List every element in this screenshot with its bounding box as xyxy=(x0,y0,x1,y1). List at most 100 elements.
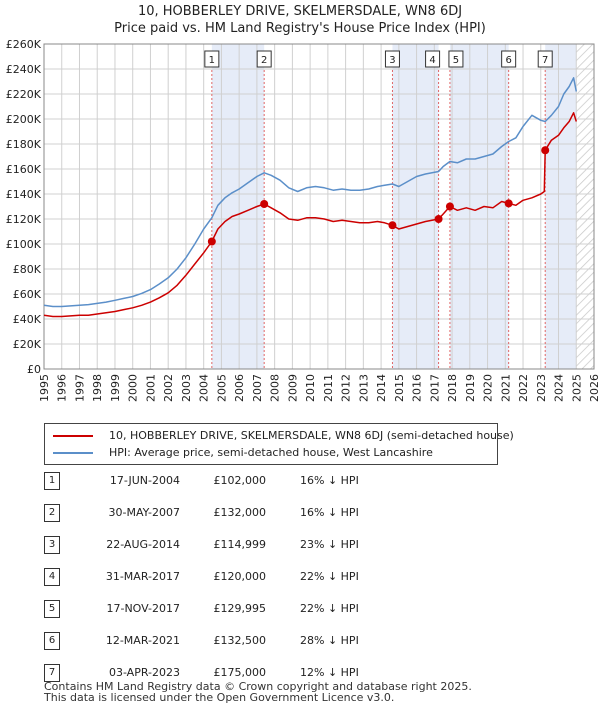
x-tick-label: 2025 xyxy=(570,374,583,402)
x-tick-label: 2016 xyxy=(411,374,424,402)
y-tick-label: £40K xyxy=(13,313,42,326)
chart-legend: 10, HOBBERLEY DRIVE, SKELMERSDALE, WN8 6… xyxy=(44,423,514,465)
x-tick-label: 2011 xyxy=(322,374,335,402)
x-tick-label: 1998 xyxy=(91,374,104,402)
x-tick-label: 2013 xyxy=(357,374,370,402)
sale-date: 03-APR-2023 xyxy=(108,666,180,679)
x-tick-label: 2010 xyxy=(304,374,317,402)
x-tick-label: 2000 xyxy=(127,374,140,402)
hpi-series-line xyxy=(43,77,578,308)
x-tick-label: 2002 xyxy=(162,374,175,402)
x-tick-label: 2014 xyxy=(375,374,388,402)
y-tick-label: £260K xyxy=(6,38,42,51)
sale-row: 5 17-NOV-2017 £129,995 22% ↓ HPI xyxy=(0,598,600,618)
sale-price: £114,999 xyxy=(213,538,267,551)
x-tick-label: 2006 xyxy=(233,374,246,402)
sale-date: 17-JUN-2004 xyxy=(109,474,180,487)
sale-hpi-diff: 16% ↓ HPI xyxy=(300,474,359,487)
x-tick-label: 2008 xyxy=(269,374,282,402)
y-tick-label: £120K xyxy=(6,213,42,226)
sale-marker-badge xyxy=(501,50,517,68)
sale-marker-label: 6 xyxy=(505,55,511,66)
y-tick-label: £140K xyxy=(6,188,42,201)
sale-row: 3 22-AUG-2014 £114,999 23% ↓ HPI xyxy=(0,534,600,554)
x-tick-label: 2005 xyxy=(215,374,228,402)
sale-point xyxy=(260,200,269,208)
sale-marker-badge xyxy=(537,50,553,68)
sale-price: £175,000 xyxy=(213,666,267,679)
sale-row: 2 30-MAY-2007 £132,000 16% ↓ HPI xyxy=(0,502,600,522)
future-hatch xyxy=(576,44,594,369)
sale-number-badge: 3 xyxy=(44,536,60,554)
x-tick-label: 2020 xyxy=(482,374,495,402)
sale-hpi-diff: 12% ↓ HPI xyxy=(300,666,359,679)
sale-date: 22-AUG-2014 xyxy=(106,538,180,551)
sale-number-badge: 5 xyxy=(44,600,60,618)
y-tick-label: £80K xyxy=(13,263,42,276)
shaded-period xyxy=(392,44,439,369)
sale-row: 1 17-JUN-2004 £102,000 16% ↓ HPI xyxy=(0,470,600,490)
y-tick-label: £220K xyxy=(6,88,42,101)
sale-number-badge: 2 xyxy=(44,504,60,522)
sale-marker-badge xyxy=(448,50,464,68)
sale-price: £132,000 xyxy=(213,506,267,519)
x-tick-label: 1999 xyxy=(109,374,122,402)
x-tick-label: 2017 xyxy=(428,374,441,402)
x-tick-label: 2024 xyxy=(553,374,566,402)
sale-point xyxy=(388,221,397,230)
sale-point xyxy=(445,202,454,211)
sale-marker-badge xyxy=(256,50,272,68)
sale-marker-label: 4 xyxy=(429,55,435,66)
sale-price: £132,500 xyxy=(213,634,267,647)
x-tick-label: 1996 xyxy=(56,374,69,402)
sale-row: 6 12-MAR-2021 £132,500 28% ↓ HPI xyxy=(0,630,600,650)
x-tick-label: 2021 xyxy=(499,374,512,402)
sale-hpi-diff: 16% ↓ HPI xyxy=(300,506,359,519)
sale-hpi-diff: 22% ↓ HPI xyxy=(300,570,359,583)
shaded-period xyxy=(545,44,577,369)
x-tick-label: 2012 xyxy=(340,374,353,402)
y-tick-label: £60K xyxy=(13,288,42,301)
legend-swatch-property xyxy=(53,435,93,437)
sale-marker-label: 5 xyxy=(453,55,459,66)
sale-marker-label: 3 xyxy=(389,55,395,66)
legend-label-hpi: HPI: Average price, semi-detached house,… xyxy=(109,446,433,459)
sale-row: 4 31-MAR-2017 £120,000 22% ↓ HPI xyxy=(0,566,600,586)
y-tick-label: £240K xyxy=(6,63,42,76)
sale-number-badge: 4 xyxy=(44,568,60,586)
sale-point xyxy=(207,237,216,246)
sale-marker-badge xyxy=(384,50,400,68)
price-chart: £0 £20K £40K £60K £80K £100K £120K £140K £160K £1… xyxy=(6,38,600,402)
sale-point xyxy=(434,215,443,223)
chart-title: 10, HOBBERLEY DRIVE, SKELMERSDALE, WN8 6… xyxy=(137,4,463,19)
y-tick-label: £160K xyxy=(6,163,42,176)
x-tick-label: 2022 xyxy=(517,374,530,402)
y-tick-label: £100K xyxy=(6,238,42,251)
x-tick-label: 2007 xyxy=(251,374,264,402)
x-tick-label: 2003 xyxy=(180,374,193,402)
x-tick-label: 1997 xyxy=(73,374,86,402)
y-tick-label: £200K xyxy=(6,113,42,126)
sale-hpi-diff: 22% ↓ HPI xyxy=(300,602,359,615)
sale-price: £120,000 xyxy=(213,570,267,583)
sale-row: 7 03-APR-2023 £175,000 12% ↓ HPI xyxy=(0,662,600,682)
legend-label-property: 10, HOBBERLEY DRIVE, SKELMERSDALE, WN8 6… xyxy=(109,429,514,442)
x-tick-label: 2009 xyxy=(286,374,299,402)
x-tick-label: 1995 xyxy=(38,374,51,402)
footer-line: This data is licensed under the Open Gov… xyxy=(44,691,395,704)
plot-frame xyxy=(43,43,595,370)
sale-date: 30-MAY-2007 xyxy=(108,506,180,519)
sale-price: £102,000 xyxy=(213,474,267,487)
y-tick-label: £180K xyxy=(6,138,42,151)
sale-marker-label: 7 xyxy=(542,55,548,66)
property-series-line xyxy=(43,112,578,318)
x-tick-label: 2004 xyxy=(198,374,211,402)
x-tick-label: 2015 xyxy=(393,374,406,402)
sale-marker-badge xyxy=(204,50,220,68)
shaded-period xyxy=(449,44,509,369)
y-tick-label: £0 xyxy=(27,363,41,376)
x-tick-label: 2018 xyxy=(446,374,459,402)
legend-swatch-hpi xyxy=(53,452,93,454)
footer-attribution: Contains HM Land Registry data © Crown c… xyxy=(44,681,472,703)
sale-date: 31-MAR-2017 xyxy=(105,570,180,583)
